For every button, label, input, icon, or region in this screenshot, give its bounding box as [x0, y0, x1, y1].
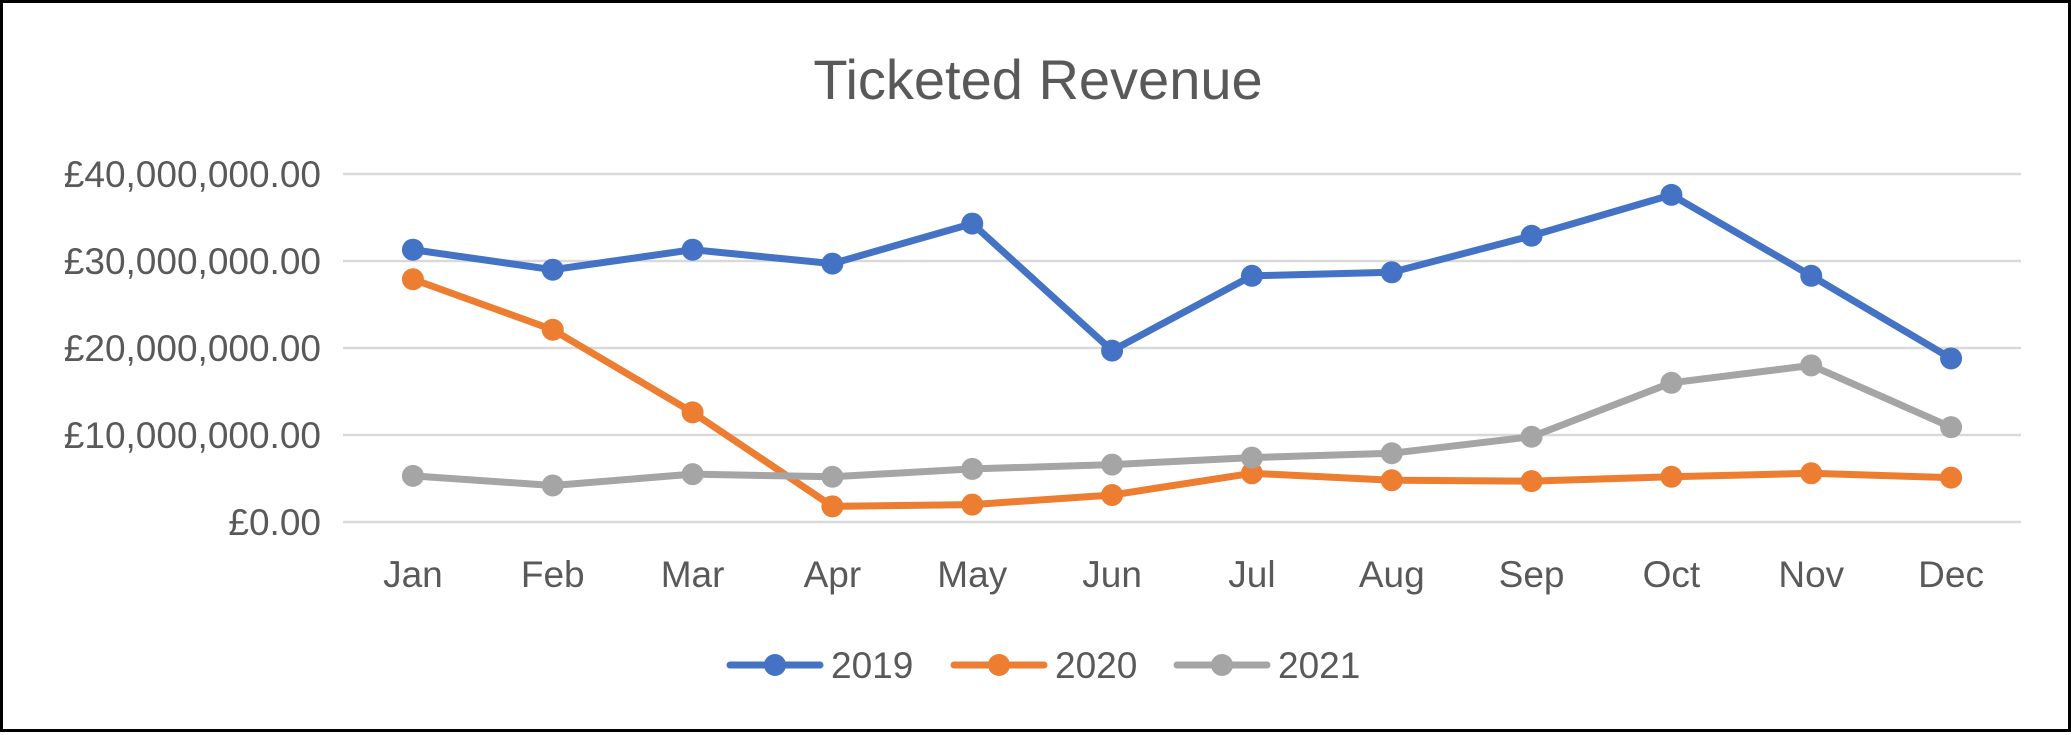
data-point [1800, 354, 1823, 377]
legend-label: 2019 [831, 645, 913, 686]
x-tick-label: Jun [1082, 554, 1142, 595]
data-point [1380, 442, 1403, 465]
series-lines [401, 183, 1963, 518]
data-point [1240, 446, 1263, 469]
gridlines [343, 172, 2021, 524]
data-point [1660, 371, 1683, 394]
legend-item-2020: 2020 [950, 645, 1137, 686]
x-tick-label: Sep [1499, 554, 1565, 595]
legend-item-2019: 2019 [726, 645, 913, 686]
legend-swatch-marker [1211, 654, 1233, 676]
series-line-2021 [409, 361, 1955, 489]
data-point [1520, 224, 1543, 247]
data-point [1940, 347, 1963, 370]
series-2021 [401, 354, 1963, 497]
y-tick-label: £10,000,000.00 [64, 415, 321, 456]
data-point [1101, 484, 1124, 507]
series-2020 [401, 268, 1963, 518]
x-tick-label: Feb [521, 554, 585, 595]
x-tick-label: Aug [1359, 554, 1425, 595]
legend-swatch-marker [988, 654, 1010, 676]
data-point [1520, 425, 1543, 448]
legend-item-2021: 2021 [1173, 645, 1360, 686]
data-point [1240, 264, 1263, 287]
x-tick-label: Mar [661, 554, 725, 595]
data-point [821, 252, 844, 275]
data-point [961, 457, 984, 480]
data-point [1101, 453, 1124, 476]
chart-title: Ticketed Revenue [813, 48, 1262, 111]
data-point [1520, 470, 1543, 493]
data-point [821, 465, 844, 488]
data-point [681, 463, 704, 486]
data-point [401, 268, 424, 291]
x-tick-label: Jul [1228, 554, 1275, 595]
data-point [541, 474, 564, 497]
y-axis-tick-labels: £0.00 £10,000,000.00 £20,000,000.00 £30,000… [64, 154, 321, 543]
series-line-2020 [409, 275, 1955, 510]
data-point [541, 258, 564, 281]
y-tick-label: £30,000,000.00 [64, 241, 321, 282]
data-point [1800, 462, 1823, 485]
data-point [1940, 416, 1963, 439]
data-point [1940, 466, 1963, 489]
y-tick-label: £0.00 [228, 502, 321, 543]
legend-swatch-marker [764, 654, 786, 676]
legend-label: 2021 [1278, 645, 1360, 686]
data-point [1240, 462, 1263, 485]
x-axis-tick-labels: Jan Feb Mar Apr May Jun Jul Aug Sep Oct Nov Dec [383, 554, 1984, 595]
data-point [1660, 465, 1683, 488]
x-tick-label: Oct [1643, 554, 1701, 595]
x-tick-label: Dec [1918, 554, 1984, 595]
data-point [961, 212, 984, 235]
x-tick-label: Apr [804, 554, 862, 595]
legend: 2019 2020 2021 [726, 645, 1360, 686]
data-point [541, 318, 564, 341]
series-2019 [401, 183, 1963, 370]
x-tick-label: Jan [383, 554, 443, 595]
data-point [961, 493, 984, 516]
data-point [1380, 469, 1403, 492]
data-point [1380, 261, 1403, 284]
line-chart: Ticketed Revenue £0.00 £10,000,000.00 £20,… [64, 48, 2021, 686]
data-point [821, 495, 844, 518]
legend-label: 2020 [1055, 645, 1137, 686]
data-point [1800, 264, 1823, 287]
x-tick-label: May [937, 554, 1007, 595]
series-line-2019 [409, 191, 1955, 362]
data-point [1660, 183, 1683, 206]
data-point [401, 464, 424, 487]
data-point [681, 401, 704, 424]
data-point [1101, 339, 1124, 362]
data-point [681, 238, 704, 261]
data-point [401, 238, 424, 261]
y-tick-label: £20,000,000.00 [64, 328, 321, 369]
x-tick-label: Nov [1778, 554, 1844, 595]
y-tick-label: £40,000,000.00 [64, 154, 321, 195]
